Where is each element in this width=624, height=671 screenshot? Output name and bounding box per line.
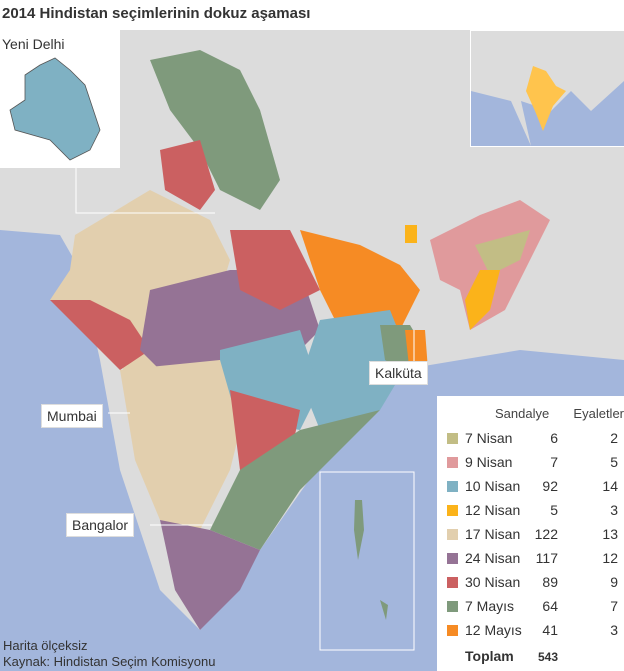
legend-swatch — [447, 481, 458, 492]
legend-row: 12 Mayıs 41 3 — [437, 621, 624, 641]
legend-row: 9 Nisan 7 5 — [437, 453, 624, 473]
world-locator-map — [470, 30, 624, 147]
legend-states: 12 — [602, 550, 618, 566]
legend-states: 5 — [610, 454, 618, 470]
label-kalkuta: Kalküta — [369, 361, 428, 385]
label-mumbai: Mumbai — [41, 404, 103, 428]
legend-states: 3 — [610, 622, 618, 638]
legend-swatch — [447, 553, 458, 564]
legend-date: 10 Nisan — [465, 478, 521, 494]
legend-seats: 41 — [542, 622, 558, 638]
region-7-mayis-north — [150, 50, 280, 210]
delhi-inset: Yeni Delhi — [0, 30, 120, 168]
region-12-nisan-sikkim — [405, 225, 417, 243]
legend-total-row: Toplam 543 — [437, 647, 624, 667]
legend-header-states: Eyaletler — [573, 406, 624, 421]
legend-seats: 92 — [542, 478, 558, 494]
legend-header-seats: Sandalye — [495, 406, 550, 421]
legend-states: 14 — [602, 478, 618, 494]
legend-swatch — [447, 457, 458, 468]
legend-seats: 64 — [542, 598, 558, 614]
delhi-leader-line — [75, 168, 215, 214]
legend-seats: 117 — [535, 550, 558, 566]
legend-swatch — [447, 625, 458, 636]
india-highlight — [526, 66, 566, 131]
region-17-nisan-south — [120, 360, 240, 530]
region-24-nisan-south — [160, 520, 260, 630]
legend-row: 30 Nisan 89 9 — [437, 573, 624, 593]
scale-note: Harita ölçeksiz — [3, 638, 88, 653]
delhi-inset-label: Yeni Delhi — [2, 36, 65, 52]
andaman-inset-frame — [319, 471, 415, 651]
label-bangalor: Bangalor — [66, 513, 135, 537]
legend: Sandalye Eyaletler 7 Nisan 6 2 9 Nisan 7… — [437, 396, 624, 671]
legend-states: 9 — [610, 574, 618, 590]
legend-row: 17 Nisan 122 13 — [437, 525, 624, 545]
delhi-map — [9, 57, 101, 161]
region-7-mayis-south — [210, 410, 380, 550]
map-title: 2014 Hindistan seçimlerinin dokuz aşamas… — [2, 5, 311, 22]
region-30-nisan-gujarat — [50, 300, 150, 370]
legend-states: 7 — [610, 598, 618, 614]
legend-swatch — [447, 433, 458, 444]
legend-row: 7 Mayıs 64 7 — [437, 597, 624, 617]
legend-seats: 6 — [550, 430, 558, 446]
legend-seats: 5 — [550, 502, 558, 518]
legend-date: 7 Mayıs — [465, 598, 515, 614]
legend-states: 2 — [610, 430, 618, 446]
legend-row: 12 Nisan 5 3 — [437, 501, 624, 521]
legend-date: 24 Nisan — [465, 550, 521, 566]
legend-swatch — [447, 601, 458, 612]
region-12-mayis — [300, 230, 420, 330]
legend-date: 9 Nisan — [465, 454, 513, 470]
source-note: Kaynak: Hindistan Seçim Komisyonu — [3, 654, 216, 669]
legend-date: 12 Nisan — [465, 502, 521, 518]
region-7-nisan — [475, 230, 530, 275]
legend-total-seats: 543 — [537, 650, 558, 664]
legend-date: 17 Nisan — [465, 526, 521, 542]
legend-row: 24 Nisan 117 12 — [437, 549, 624, 569]
legend-swatch — [447, 577, 458, 588]
legend-seats: 89 — [542, 574, 558, 590]
legend-states: 3 — [610, 502, 618, 518]
legend-swatch — [447, 505, 458, 516]
legend-seats: 122 — [534, 526, 558, 542]
region-12-nisan — [465, 270, 500, 330]
legend-total-label: Toplam — [465, 648, 514, 664]
legend-date: 30 Nisan — [465, 574, 521, 590]
region-30-nisan-central — [230, 230, 320, 310]
legend-swatch — [447, 529, 458, 540]
legend-date: 12 Mayıs — [465, 622, 522, 638]
legend-row: 10 Nisan 92 14 — [437, 477, 624, 497]
andaman-islands — [354, 500, 388, 620]
legend-states: 13 — [602, 526, 618, 542]
legend-date: 7 Nisan — [465, 430, 513, 446]
legend-row: 7 Nisan 6 2 — [437, 429, 624, 449]
legend-seats: 7 — [550, 454, 558, 470]
region-30-nisan-punjab — [160, 140, 215, 210]
